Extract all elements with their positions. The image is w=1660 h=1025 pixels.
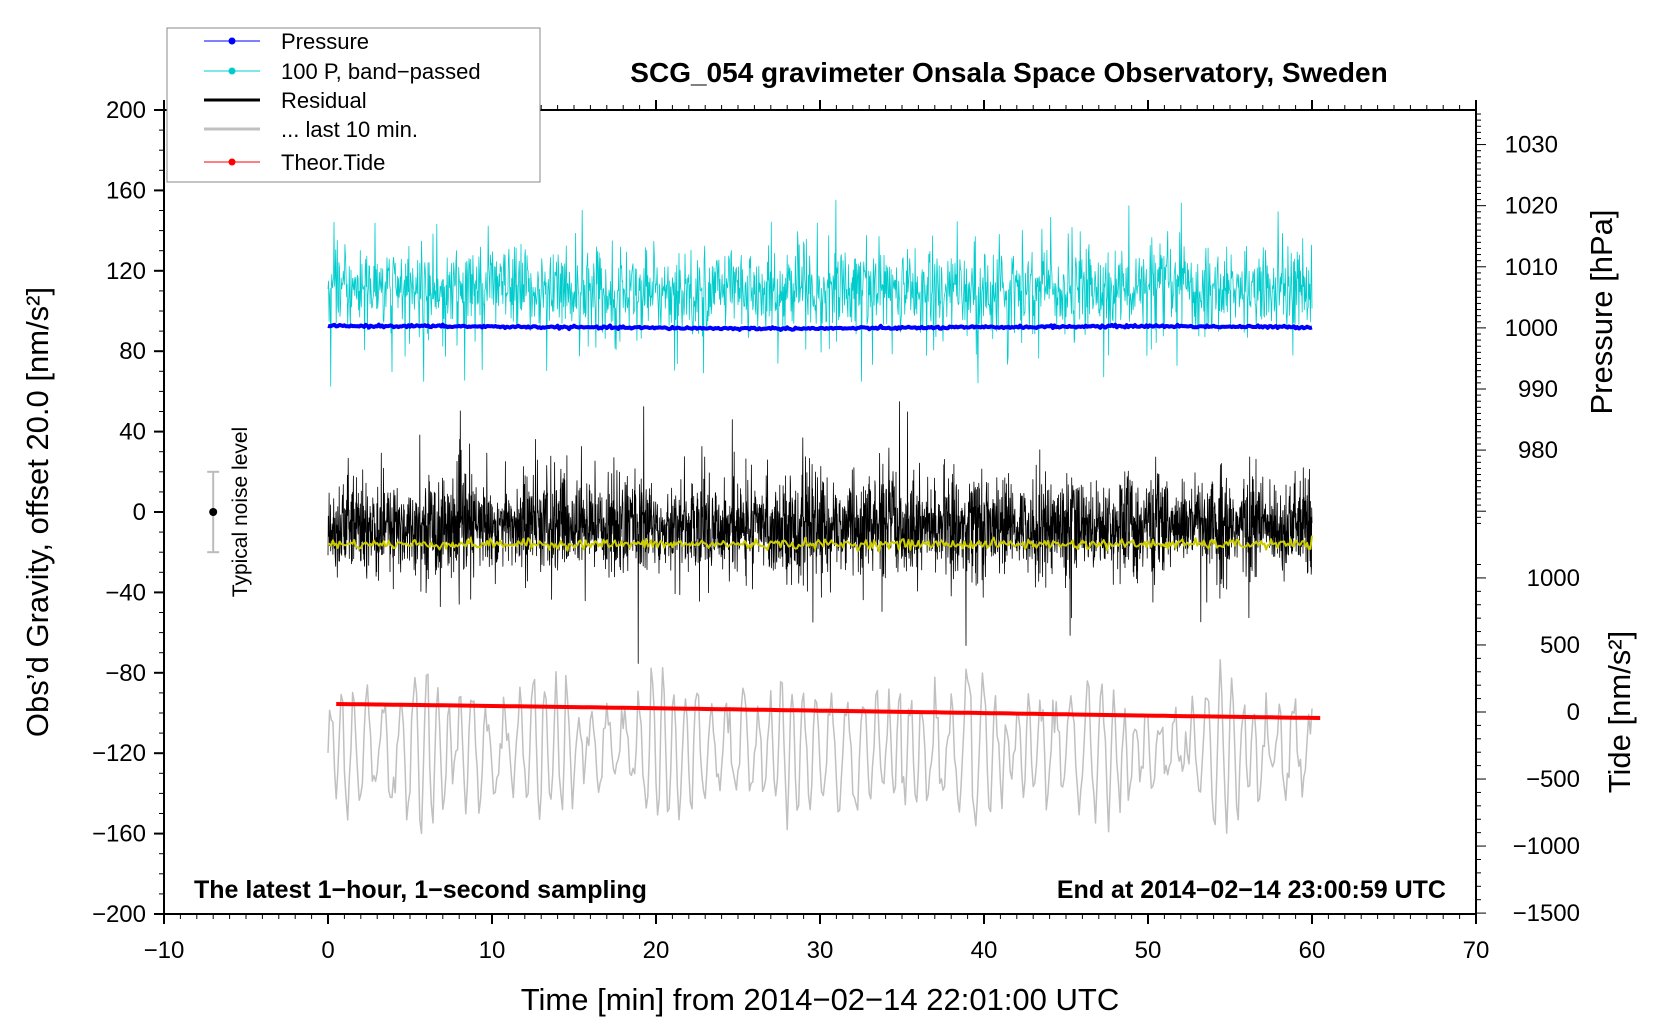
x-tick-label: 70 (1463, 937, 1490, 964)
pressure-tick-label: 990 (1518, 376, 1558, 403)
x-tick-label: 30 (807, 937, 834, 964)
tide-tick-label: −1500 (1513, 900, 1580, 927)
axes-layer: −10 0 10 20 30 40 50 60 7020016012080400−40−80−1… (92, 97, 1580, 964)
legend-marker (228, 37, 236, 45)
legend-label: Pressure (281, 29, 369, 54)
series-last-10-min (327, 659, 1313, 835)
series-residual-smoothed (327, 535, 1313, 553)
series-theor-tide (336, 702, 1321, 720)
series-band-passed-pressure (327, 199, 1313, 387)
pressure-tick-label: 1030 (1505, 132, 1558, 159)
legend: Pressure 100 P, band−passed Residual ... la… (166, 27, 541, 183)
legend-marker (228, 67, 236, 75)
series-residual (327, 401, 1313, 664)
y-tick-label: 120 (106, 258, 146, 285)
legend-label: ... last 10 min. (281, 117, 418, 142)
series-pressure (327, 322, 1313, 332)
legend-label: 100 P, band−passed (281, 59, 481, 84)
y-tick-label: 80 (119, 338, 146, 365)
y-tick-label: −200 (92, 901, 146, 928)
x-axis-label: Time [min] from 2014−02−14 22:01:00 UTC (521, 982, 1120, 1017)
x-tick-label: 60 (1299, 937, 1326, 964)
legend-box (166, 27, 541, 183)
x-tick-label: −10 (144, 937, 185, 964)
tide-tick-label: 500 (1540, 632, 1580, 659)
pressure-tick-label: 980 (1518, 437, 1558, 464)
chart-title: SCG_054 gravimeter Onsala Space Observat… (630, 57, 1387, 88)
annotation-left: The latest 1−hour, 1−second sampling (194, 876, 647, 904)
tide-axis-label: Tide [nm/s²] (1602, 631, 1637, 794)
pressure-tick-label: 1020 (1505, 193, 1558, 220)
tide-tick-label: −500 (1526, 766, 1580, 793)
y-tick-label: −120 (92, 740, 146, 767)
tide-tick-label: 1000 (1527, 565, 1580, 592)
y-tick-label: 200 (106, 97, 146, 124)
legend-label: Theor.Tide (281, 150, 385, 175)
x-tick-label: 0 (321, 937, 334, 964)
series-layer (327, 199, 1321, 835)
pressure-tick-label: 1000 (1505, 315, 1558, 342)
y-axis-label: Obs’d Gravity, offset 20.0 [nm/s²] (20, 287, 55, 737)
noise-level-label: Typical noise level (229, 427, 252, 597)
pressure-tick-label: 1010 (1505, 254, 1558, 281)
tide-tick-label: 0 (1567, 699, 1580, 726)
y-tick-label: −80 (105, 660, 146, 687)
legend-marker (228, 158, 236, 166)
y-tick-label: −160 (92, 821, 146, 848)
x-tick-label: 20 (643, 937, 670, 964)
tide-tick-label: −1000 (1513, 833, 1580, 860)
x-tick-label: 50 (1135, 937, 1162, 964)
pressure-axis-label: Pressure [hPa] (1584, 209, 1619, 414)
annotation-right: End at 2014−02−14 23:00:59 UTC (1057, 876, 1446, 904)
x-tick-label: 40 (971, 937, 998, 964)
y-tick-label: 160 (106, 177, 146, 204)
y-tick-label: 0 (133, 499, 146, 526)
y-tick-label: −40 (105, 579, 146, 606)
x-tick-label: 10 (479, 937, 506, 964)
y-tick-label: 40 (119, 419, 146, 446)
legend-label: Residual (281, 88, 367, 113)
noise-level-dot (209, 508, 218, 516)
